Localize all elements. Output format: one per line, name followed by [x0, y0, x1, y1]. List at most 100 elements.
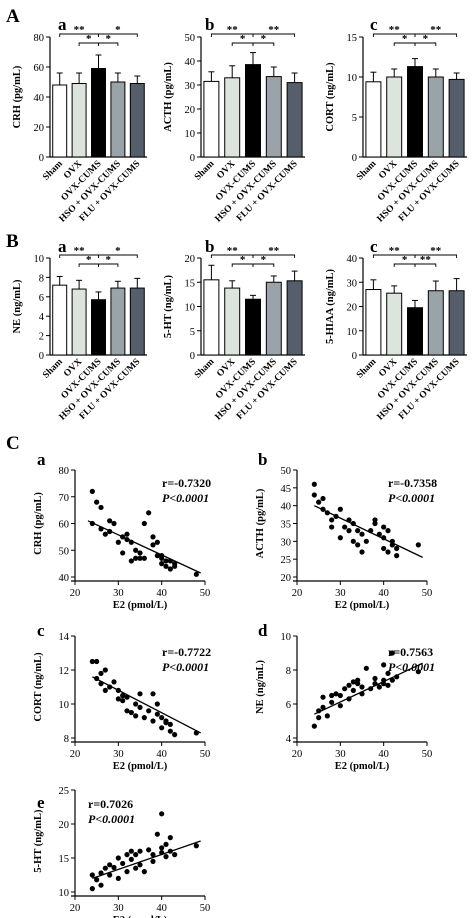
data-point — [133, 547, 139, 553]
sig-label: * — [240, 254, 246, 266]
bar-5 — [448, 78, 465, 158]
sig-label: ** — [389, 24, 401, 36]
data-point — [146, 510, 152, 516]
y-tick-label: 0 — [190, 351, 195, 362]
data-point — [350, 679, 356, 685]
y-tick-label: 0 — [190, 153, 195, 164]
data-point — [172, 852, 178, 858]
y-axis-label: 5-HIAA (ng/mL) — [325, 269, 336, 344]
sig-bracket — [98, 33, 138, 37]
data-point — [172, 732, 178, 738]
sig-bracket — [252, 254, 296, 258]
x-tick-label: 30 — [113, 903, 124, 914]
chart-C-c: c 8 10 12 14 20 30 40 50 E2 (pmol/L) CORT (ng/mL) r… — [33, 621, 211, 772]
x-tick-label: 50 — [200, 903, 211, 914]
panel-letter: c — [370, 15, 378, 34]
x-tick-label: 50 — [200, 588, 211, 599]
data-point — [98, 882, 104, 888]
y-axis-label: CRH (pg/mL) — [33, 492, 44, 555]
y-tick-label: 6 — [286, 700, 291, 711]
data-point — [359, 549, 365, 555]
y-tick-label: 4 — [39, 312, 45, 323]
y-tick-label: 25 — [281, 555, 292, 566]
bar-3 — [245, 298, 261, 356]
data-point — [128, 709, 134, 716]
sig-label: * — [86, 33, 92, 45]
y-tick-label: 45 — [281, 484, 292, 495]
data-point — [163, 563, 169, 569]
data-point — [89, 886, 95, 892]
y-tick-label: 20 — [185, 254, 196, 265]
data-point — [389, 677, 395, 683]
correlation-r: r=0.7563 — [388, 645, 433, 659]
y-tick-label: 30 — [281, 537, 292, 548]
y-axis-label: CORT (ng/mL) — [325, 62, 336, 132]
data-point — [342, 524, 348, 530]
y-tick-label: 8 — [64, 734, 69, 745]
x-tick-label: 50 — [422, 749, 433, 760]
y-axis-label: NE (ng/mL) — [12, 279, 23, 333]
bar-3 — [91, 299, 106, 356]
sig-label: ** — [74, 24, 86, 36]
sig-label: ** — [74, 245, 86, 257]
x-tick-label: 20 — [70, 749, 81, 760]
bar-2 — [386, 292, 403, 356]
data-point — [329, 524, 335, 530]
data-point — [124, 852, 130, 858]
sig-bracket — [414, 42, 437, 46]
x-tick-label: 20 — [292, 749, 303, 760]
sig-bracket — [252, 42, 275, 46]
y-tick-label: 40 — [34, 93, 45, 104]
data-point — [150, 542, 156, 548]
x-tick-label: 50 — [422, 588, 433, 599]
data-point — [311, 723, 317, 729]
bar-4 — [265, 76, 282, 158]
data-point — [159, 715, 165, 721]
y-tick-label: 8 — [39, 273, 44, 284]
correlation-r: r=-0.7722 — [162, 645, 211, 659]
y-tick-label: 20 — [347, 303, 358, 314]
y-axis-label: NE (ng/mL) — [255, 660, 266, 714]
data-point — [141, 869, 147, 875]
data-point — [159, 725, 165, 731]
data-point — [141, 520, 147, 527]
data-point — [172, 563, 178, 569]
data-point — [150, 691, 156, 697]
y-tick-label: 40 — [59, 573, 70, 584]
x-tick-label: 30 — [335, 749, 346, 760]
bar-2 — [71, 83, 87, 158]
x-tick-label: 40 — [378, 749, 389, 760]
regression-line — [314, 505, 423, 558]
sig-label: * — [105, 33, 111, 45]
bar-1 — [52, 284, 68, 356]
data-point — [146, 847, 152, 853]
data-point — [89, 488, 95, 494]
data-point — [146, 708, 152, 714]
panel-letter: b — [205, 237, 214, 256]
data-point — [372, 517, 378, 523]
x-tick-label: 20 — [70, 588, 81, 599]
regression-line — [92, 840, 201, 880]
x-tick-label: Sham — [41, 357, 65, 381]
correlation-r: r=-0.7358 — [388, 476, 437, 490]
data-point — [337, 703, 343, 709]
bar-1 — [203, 279, 220, 356]
bar-2 — [386, 76, 403, 158]
bar-4 — [427, 290, 444, 356]
panel-letter: b — [258, 450, 267, 469]
data-point — [124, 708, 130, 714]
data-point — [102, 687, 108, 694]
sig-label: ** — [268, 24, 280, 36]
data-point — [124, 531, 130, 537]
y-tick-label: 4 — [286, 734, 292, 745]
data-point — [363, 538, 369, 544]
y-tick-label: 30 — [185, 81, 196, 92]
data-point — [120, 692, 126, 699]
bar-5 — [448, 290, 465, 356]
data-point — [133, 701, 139, 707]
data-point — [154, 553, 160, 559]
data-point — [385, 528, 391, 534]
y-tick-label: 25 — [59, 786, 70, 797]
y-tick-label: 80 — [34, 33, 45, 44]
